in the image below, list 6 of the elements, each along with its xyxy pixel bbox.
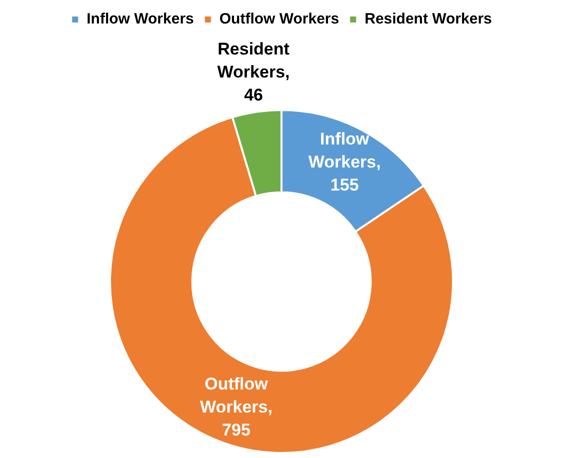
legend-label: Inflow Workers [86,10,194,28]
legend-label: Outflow Workers [219,10,340,28]
data-label: Outflow Workers, 795 [200,374,272,440]
legend-label: Resident Workers [364,10,492,28]
data-label: Inflow Workers, 155 [308,130,381,195]
data-label: Resident Workers, 46 [217,40,290,105]
